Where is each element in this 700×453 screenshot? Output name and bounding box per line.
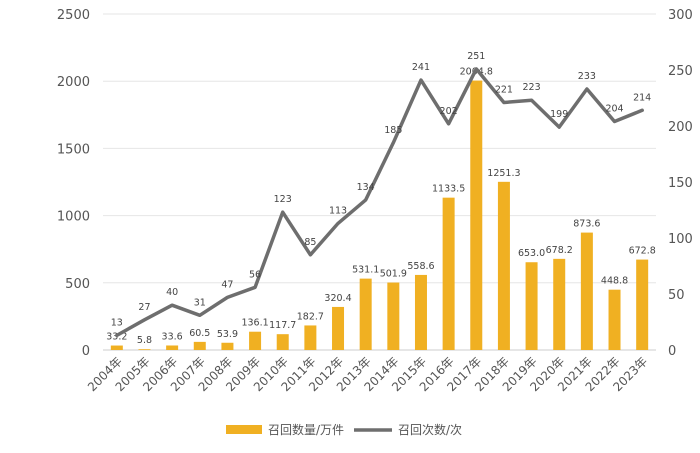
legend-bar-swatch bbox=[226, 425, 262, 434]
line-value-label: 85 bbox=[304, 237, 316, 248]
line-value-label: 123 bbox=[274, 194, 292, 205]
bar bbox=[497, 181, 510, 350]
line-path bbox=[115, 67, 644, 338]
bar bbox=[332, 306, 345, 350]
bar bbox=[636, 259, 649, 350]
line-value-label: 40 bbox=[166, 287, 178, 298]
bar-value-label: 60.5 bbox=[189, 328, 210, 339]
gridlines bbox=[103, 13, 656, 351]
line-value-label: 204 bbox=[605, 104, 623, 115]
bar-value-label: 873.6 bbox=[573, 219, 600, 230]
left-axis-ticks: 0 500 1000 1500 2000 2500 bbox=[57, 8, 90, 359]
bar bbox=[138, 349, 151, 350]
bar-value-label: 117.7 bbox=[269, 320, 296, 331]
line-series bbox=[115, 67, 644, 338]
right-tick-label: 50 bbox=[668, 288, 685, 303]
legend-line-label: 召回次数/次 bbox=[398, 422, 462, 437]
bar bbox=[359, 278, 372, 350]
bar bbox=[110, 345, 123, 350]
bar bbox=[221, 342, 234, 350]
line-value-label: 214 bbox=[633, 92, 651, 103]
bar bbox=[304, 325, 317, 350]
line-value-label: 223 bbox=[523, 82, 541, 93]
bar bbox=[470, 80, 483, 351]
left-tick-label: 2500 bbox=[57, 8, 90, 23]
line-value-label: 56 bbox=[249, 269, 261, 280]
bar bbox=[580, 232, 593, 350]
bar-value-label: 320.4 bbox=[324, 293, 351, 304]
right-tick-label: 100 bbox=[668, 232, 693, 247]
line-data-labels: 13 27 40 31 47 56 123 85 113 134 185 241 202 251 221 22… bbox=[111, 51, 651, 329]
bar-value-label: 672.8 bbox=[629, 246, 656, 257]
right-tick-label: 200 bbox=[668, 120, 693, 135]
right-tick-label: 250 bbox=[668, 64, 693, 79]
line-value-label: 202 bbox=[440, 106, 458, 117]
line-value-label: 13 bbox=[111, 317, 123, 328]
left-tick-label: 500 bbox=[65, 277, 90, 292]
bar-value-label: 531.1 bbox=[352, 265, 379, 276]
line-value-label: 47 bbox=[221, 279, 233, 290]
line-value-label: 31 bbox=[194, 297, 206, 308]
right-tick-label: 300 bbox=[668, 8, 693, 23]
bar bbox=[249, 331, 262, 350]
bar-value-label: 136.1 bbox=[241, 318, 268, 329]
left-tick-label: 1000 bbox=[57, 210, 90, 225]
line-value-label: 27 bbox=[138, 302, 150, 313]
bar-series bbox=[110, 80, 649, 351]
bar bbox=[442, 197, 455, 350]
line-value-label: 185 bbox=[384, 125, 402, 136]
bar bbox=[608, 289, 621, 350]
bar bbox=[276, 334, 289, 350]
bar-value-label: 558.6 bbox=[407, 261, 434, 272]
bar-value-label: 501.9 bbox=[380, 269, 407, 280]
bar bbox=[414, 274, 427, 350]
right-axis-ticks: 0 50 100 150 200 250 300 bbox=[668, 8, 693, 359]
line-value-label: 199 bbox=[550, 109, 568, 120]
bar bbox=[553, 258, 566, 350]
legend-bar-label: 召回数量/万件 bbox=[268, 422, 344, 437]
line-value-label: 241 bbox=[412, 62, 430, 73]
left-tick-label: 1500 bbox=[57, 142, 90, 157]
bar-value-label: 182.7 bbox=[297, 311, 324, 322]
line-value-label: 251 bbox=[467, 51, 485, 62]
line-value-label: 233 bbox=[578, 71, 596, 82]
bar-value-label: 1251.3 bbox=[487, 168, 520, 179]
bar-value-label: 5.8 bbox=[137, 335, 152, 346]
bar-value-label: 33.6 bbox=[162, 331, 183, 342]
line-value-label: 134 bbox=[357, 182, 375, 193]
bar bbox=[166, 345, 179, 350]
right-tick-label: 0 bbox=[668, 344, 676, 359]
bar-value-label: 678.2 bbox=[546, 245, 573, 256]
x-axis-ticks: 2004年2005年2006年2007年2008年2009年2010年2011年… bbox=[85, 354, 650, 394]
bar bbox=[193, 341, 206, 350]
bar bbox=[525, 262, 538, 350]
bar-value-label: 1133.5 bbox=[432, 184, 465, 195]
line-value-label: 113 bbox=[329, 205, 347, 216]
left-tick-label: 0 bbox=[82, 344, 90, 359]
bar-value-label: 53.9 bbox=[217, 329, 238, 340]
line-value-label: 221 bbox=[495, 84, 513, 95]
bar bbox=[387, 282, 400, 350]
right-tick-label: 150 bbox=[668, 176, 693, 191]
left-tick-label: 2000 bbox=[57, 75, 90, 90]
bar-value-label: 653.0 bbox=[518, 248, 545, 259]
bar-value-label: 448.8 bbox=[601, 276, 628, 287]
legend: 召回数量/万件 召回次数/次 bbox=[226, 422, 462, 437]
